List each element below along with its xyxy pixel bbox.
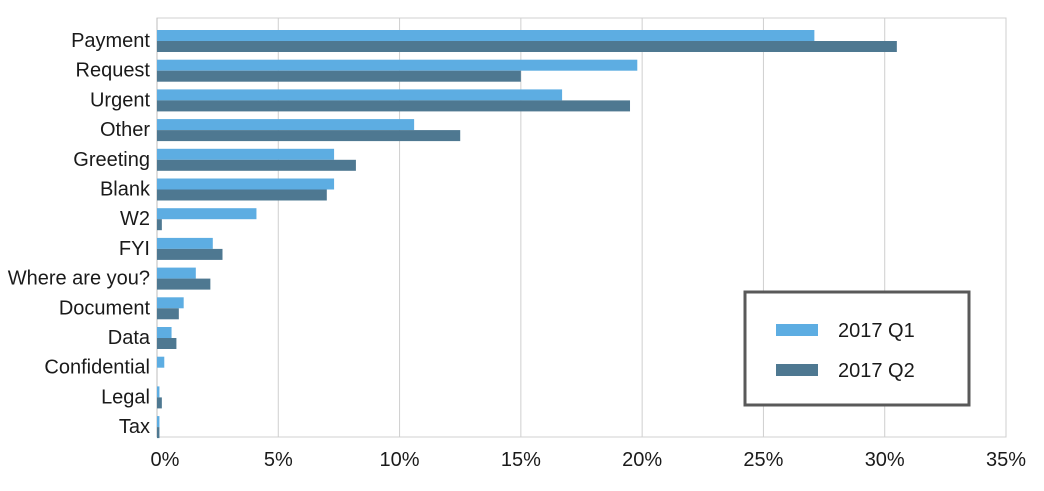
x-tick-label: 35% bbox=[986, 449, 1026, 471]
bar-q1 bbox=[157, 327, 172, 338]
bar-q2 bbox=[157, 41, 897, 52]
category-label: FYI bbox=[119, 238, 150, 260]
bar-q1 bbox=[157, 208, 257, 220]
bar-q1 bbox=[157, 416, 160, 428]
x-tick-labels: 0% 5% 10% 15% 20% 25% 30% 35% bbox=[151, 449, 1027, 471]
category-label: Data bbox=[108, 327, 151, 349]
bar-q1 bbox=[157, 356, 165, 368]
x-tick-label: 20% bbox=[622, 449, 662, 471]
bar-q1 bbox=[157, 386, 160, 398]
bar-q2 bbox=[157, 397, 162, 409]
category-label: Where are you? bbox=[8, 268, 150, 290]
legend-label: 2017 Q1 bbox=[838, 320, 915, 342]
category-labels: Payment Request Urgent Other Greeting Blank W2… bbox=[8, 30, 151, 438]
x-tick-label: 15% bbox=[501, 449, 541, 471]
x-tick-label: 10% bbox=[380, 449, 420, 471]
x-tick-label: 30% bbox=[865, 449, 905, 471]
category-label: Tax bbox=[119, 416, 150, 438]
category-label: Other bbox=[100, 119, 150, 141]
bar-q1 bbox=[157, 119, 415, 131]
category-label: Document bbox=[59, 297, 151, 319]
legend-label: 2017 Q2 bbox=[838, 360, 915, 382]
category-label: Greeting bbox=[73, 149, 150, 171]
category-label: Urgent bbox=[90, 89, 150, 111]
legend-box bbox=[743, 290, 971, 407]
bar-q2 bbox=[157, 219, 162, 231]
bar-q2 bbox=[157, 338, 177, 349]
bar-q2 bbox=[157, 189, 327, 201]
bar-q2 bbox=[157, 278, 211, 290]
bar-q1 bbox=[157, 59, 638, 71]
bar-q1 bbox=[157, 30, 815, 41]
legend-swatch bbox=[776, 324, 818, 336]
bar-q1 bbox=[157, 297, 184, 309]
category-label: Payment bbox=[71, 30, 150, 52]
x-tick-label: 25% bbox=[743, 449, 783, 471]
bar-q2 bbox=[157, 159, 356, 171]
legend: 2017 Q1 2017 Q2 bbox=[743, 290, 971, 407]
bar-q2 bbox=[157, 70, 521, 82]
bar-q2 bbox=[157, 248, 223, 260]
bar-q1 bbox=[157, 89, 563, 101]
legend-swatch bbox=[776, 364, 818, 376]
x-tick-label: 0% bbox=[151, 449, 180, 471]
category-label: Request bbox=[76, 60, 151, 82]
category-label: Confidential bbox=[44, 357, 150, 379]
x-tick-label: 5% bbox=[264, 449, 293, 471]
bar-q2 bbox=[157, 100, 631, 112]
bars bbox=[157, 30, 897, 439]
bar-q2 bbox=[157, 427, 160, 439]
bar-q1 bbox=[157, 237, 213, 249]
bar-q1 bbox=[157, 178, 335, 190]
bar-q2 bbox=[157, 130, 461, 142]
bar-q1 bbox=[157, 267, 196, 279]
bar-q1 bbox=[157, 148, 335, 160]
bar-q2 bbox=[157, 308, 179, 320]
category-label: Blank bbox=[100, 179, 151, 201]
category-label: Legal bbox=[101, 386, 150, 408]
category-label: W2 bbox=[120, 208, 150, 230]
